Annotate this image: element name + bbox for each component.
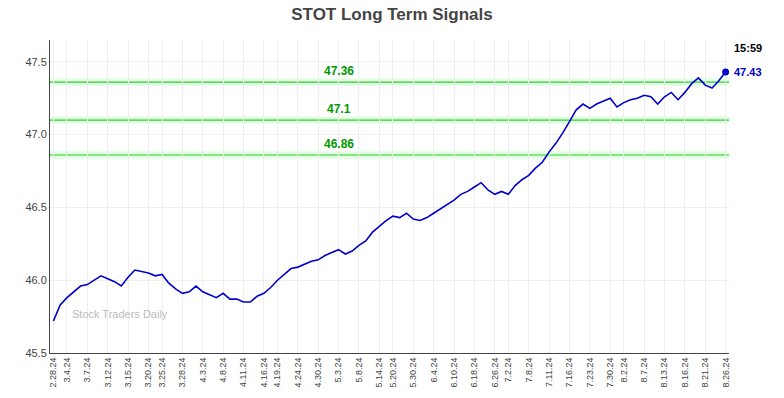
svg-text:4.19.24: 4.19.24 (272, 358, 282, 388)
svg-text:6.18.24: 6.18.24 (469, 358, 479, 388)
svg-text:46.0: 46.0 (25, 274, 46, 286)
svg-text:5.14.24: 5.14.24 (374, 358, 384, 388)
svg-text:46.86: 46.86 (324, 137, 354, 151)
svg-text:STOT Long Term Signals: STOT Long Term Signals (291, 5, 493, 24)
svg-text:3.25.24: 3.25.24 (157, 358, 167, 388)
svg-text:7.23.24: 7.23.24 (585, 358, 595, 388)
svg-text:7.16.24: 7.16.24 (564, 358, 574, 388)
svg-text:4.11.24: 4.11.24 (238, 358, 248, 387)
svg-text:5.3.24: 5.3.24 (334, 358, 344, 383)
svg-text:3.28.24: 3.28.24 (177, 358, 187, 388)
svg-text:8.26.24: 8.26.24 (721, 358, 731, 388)
svg-text:8.2.24: 8.2.24 (619, 358, 629, 383)
svg-text:7.30.24: 7.30.24 (605, 358, 615, 388)
svg-text:45.5: 45.5 (25, 347, 46, 359)
svg-text:3.15.24: 3.15.24 (123, 358, 133, 388)
svg-text:6.10.24: 6.10.24 (449, 358, 459, 388)
svg-text:8.13.24: 8.13.24 (659, 358, 669, 388)
svg-text:3.7.24: 3.7.24 (82, 358, 92, 383)
svg-text:8.7.24: 8.7.24 (639, 358, 649, 383)
svg-text:47.5: 47.5 (25, 56, 46, 68)
svg-text:3.4.24: 3.4.24 (62, 358, 72, 383)
svg-text:15:59: 15:59 (734, 42, 762, 54)
svg-text:46.5: 46.5 (25, 201, 46, 213)
svg-text:47.0: 47.0 (25, 128, 46, 140)
svg-text:4.3.24: 4.3.24 (198, 358, 208, 383)
svg-text:3.12.24: 3.12.24 (103, 358, 113, 388)
svg-text:7.8.24: 7.8.24 (524, 358, 534, 383)
svg-text:4.8.24: 4.8.24 (218, 358, 228, 383)
svg-text:5.8.24: 5.8.24 (354, 358, 364, 383)
svg-text:5.20.24: 5.20.24 (388, 358, 398, 388)
svg-text:47.1: 47.1 (327, 102, 351, 116)
svg-text:6.4.24: 6.4.24 (429, 358, 439, 383)
svg-text:4.16.24: 4.16.24 (259, 358, 269, 388)
svg-text:8.21.24: 8.21.24 (700, 358, 710, 388)
svg-text:2.28.24: 2.28.24 (48, 358, 58, 388)
svg-text:47.36: 47.36 (324, 64, 354, 78)
svg-text:7.11.24: 7.11.24 (544, 358, 554, 387)
svg-text:8.16.24: 8.16.24 (680, 358, 690, 388)
svg-text:3.20.24: 3.20.24 (143, 358, 153, 388)
svg-text:7.2.24: 7.2.24 (503, 358, 513, 383)
svg-text:4.24.24: 4.24.24 (293, 358, 303, 388)
svg-text:6.26.24: 6.26.24 (490, 358, 500, 388)
svg-text:Stock Traders Daily: Stock Traders Daily (72, 308, 168, 320)
svg-text:5.30.24: 5.30.24 (408, 358, 418, 388)
svg-text:4.30.24: 4.30.24 (313, 358, 323, 388)
svg-text:47.43: 47.43 (734, 66, 762, 78)
